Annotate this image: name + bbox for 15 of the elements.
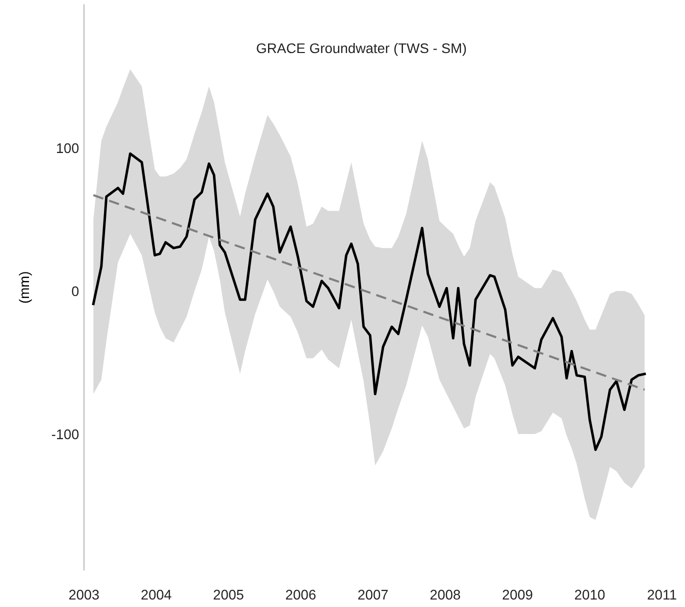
y-tick-label: -100	[52, 429, 79, 440]
y-tick-label: 0	[72, 286, 79, 296]
x-tick-label: 2011	[648, 590, 676, 600]
x-tick-label: 2007	[358, 590, 388, 600]
y-tick-label: 100	[57, 143, 79, 154]
x-tick-label: 2006	[286, 590, 316, 600]
x-tick-label: 2004	[141, 590, 172, 600]
text: GRACE Groundwater (TWS - SM)	[256, 42, 466, 56]
line-series	[92, 152, 646, 452]
x-tick-label: 2005	[214, 590, 244, 600]
x-tick-label: 2009	[502, 590, 532, 600]
y-axis-title: (mm)	[18, 272, 32, 303]
x-tick-label: 2010	[574, 590, 605, 600]
x-tick-label: 2003	[69, 590, 99, 600]
x-tick-label: 2008	[430, 590, 460, 600]
